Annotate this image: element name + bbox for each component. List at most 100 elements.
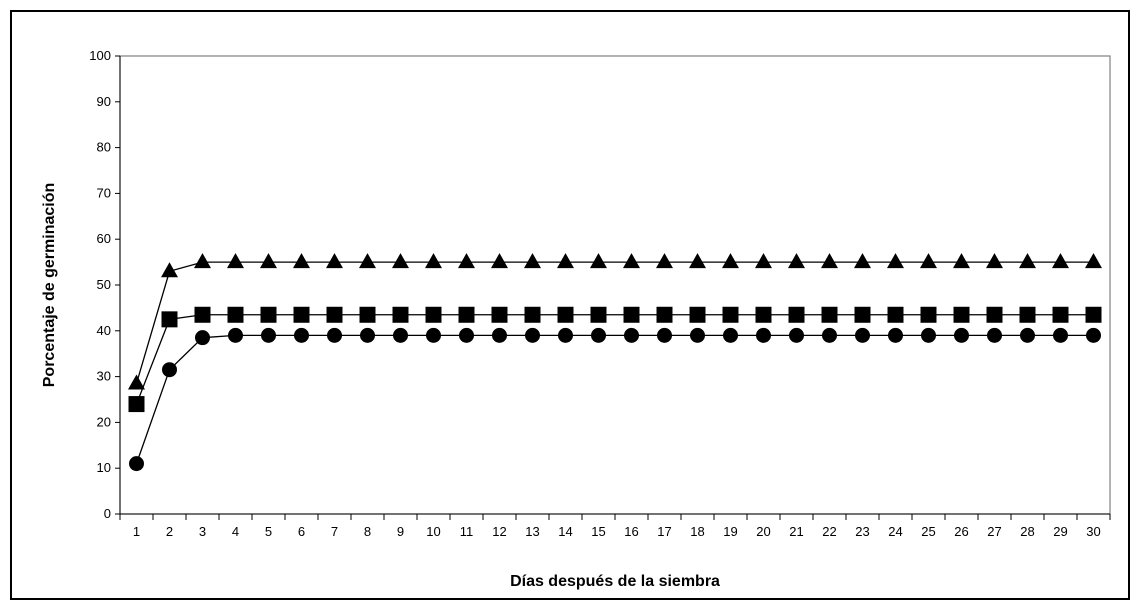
square-point (986, 306, 1003, 323)
circle-point (393, 327, 408, 343)
circle-point (855, 327, 870, 343)
triangle-point (788, 253, 805, 269)
circle-point (525, 327, 540, 343)
y-axis-title: Porcentaje de germinación (41, 183, 58, 388)
triangle-point (755, 253, 772, 269)
x-tick-label: 17 (657, 524, 671, 539)
x-tick-label: 28 (1020, 524, 1034, 539)
circle-point (822, 327, 837, 343)
triangle-point (590, 253, 607, 269)
triangle-point (392, 253, 409, 269)
triangle-point (689, 253, 706, 269)
square-point (458, 306, 475, 323)
square-point (227, 306, 244, 323)
triangle-point (722, 253, 739, 269)
y-axis: 0 10 20 30 40 50 60 70 80 90 100 (89, 48, 121, 521)
x-axis-title: Días después de la siembra (510, 573, 720, 590)
y-tick-label: 0 (104, 506, 111, 521)
x-tick-label: 26 (954, 524, 968, 539)
y-tick-label: 30 (97, 369, 111, 384)
circle-point (624, 327, 639, 343)
circle-point (327, 327, 342, 343)
square-point (623, 306, 640, 323)
y-tick-label: 100 (89, 48, 111, 63)
x-tick-label: 6 (298, 524, 305, 539)
circle-point (426, 327, 441, 343)
triangle-point (161, 262, 178, 278)
x-tick-label: 1 (133, 524, 140, 539)
square-point (755, 306, 772, 323)
x-tick-label: 8 (364, 524, 371, 539)
series-triangle (128, 253, 1102, 390)
series-layer (128, 253, 1102, 472)
series-line-triangle (135, 261, 1094, 384)
x-tick-label: 23 (855, 524, 869, 539)
square-point (161, 311, 178, 328)
x-tick-label: 15 (591, 524, 605, 539)
triangle-point (227, 253, 244, 269)
triangle-point (623, 253, 640, 269)
circle-point (261, 327, 276, 343)
square-point (953, 306, 970, 323)
triangle-point (293, 253, 310, 269)
x-tick-label: 14 (558, 524, 572, 539)
circle-point (228, 327, 243, 343)
circle-point (162, 362, 177, 378)
triangle-point (821, 253, 838, 269)
square-point (656, 306, 673, 323)
triangle-point (491, 253, 508, 269)
x-tick-label: 25 (921, 524, 935, 539)
x-tick-label: 30 (1086, 524, 1100, 539)
triangle-point (557, 253, 574, 269)
circle-point (723, 327, 738, 343)
circle-point (756, 327, 771, 343)
x-tick-label: 11 (460, 524, 474, 539)
circle-point (987, 327, 1002, 343)
x-tick-label: 27 (987, 524, 1001, 539)
triangle-point (326, 253, 343, 269)
triangle-point (1052, 253, 1069, 269)
circle-point (1086, 327, 1101, 343)
y-tick-label: 10 (97, 460, 111, 475)
square-point (788, 306, 805, 323)
x-tick-label: 7 (331, 524, 338, 539)
circle-point (1020, 327, 1035, 343)
triangle-point (260, 253, 277, 269)
triangle-point (953, 253, 970, 269)
triangle-point (425, 253, 442, 269)
y-tick-label: 50 (97, 277, 111, 292)
square-point (722, 306, 739, 323)
triangle-point (986, 253, 1003, 269)
square-point (590, 306, 607, 323)
x-tick-label: 22 (822, 524, 836, 539)
square-point (425, 306, 442, 323)
triangle-point (656, 253, 673, 269)
circle-point (789, 327, 804, 343)
square-point (689, 306, 706, 323)
triangle-point (887, 253, 904, 269)
circle-point (657, 327, 672, 343)
x-tick-label: 19 (723, 524, 737, 539)
square-point (293, 306, 310, 323)
circle-point (360, 327, 375, 343)
square-point (1052, 306, 1069, 323)
triangle-point (920, 253, 937, 269)
triangle-point (854, 253, 871, 269)
triangle-point (458, 253, 475, 269)
x-tick-label: 3 (199, 524, 206, 539)
x-tick-label: 29 (1053, 524, 1067, 539)
x-tick-label: 18 (690, 524, 704, 539)
square-point (260, 306, 277, 323)
circle-point (195, 330, 210, 346)
square-point (392, 306, 409, 323)
circle-point (888, 327, 903, 343)
circle-point (954, 327, 969, 343)
square-point (854, 306, 871, 323)
square-point (524, 306, 541, 323)
circle-point (591, 327, 606, 343)
circle-point (558, 327, 573, 343)
x-tick-label: 4 (232, 524, 239, 539)
y-tick-label: 20 (97, 414, 111, 429)
triangle-point (194, 253, 211, 269)
